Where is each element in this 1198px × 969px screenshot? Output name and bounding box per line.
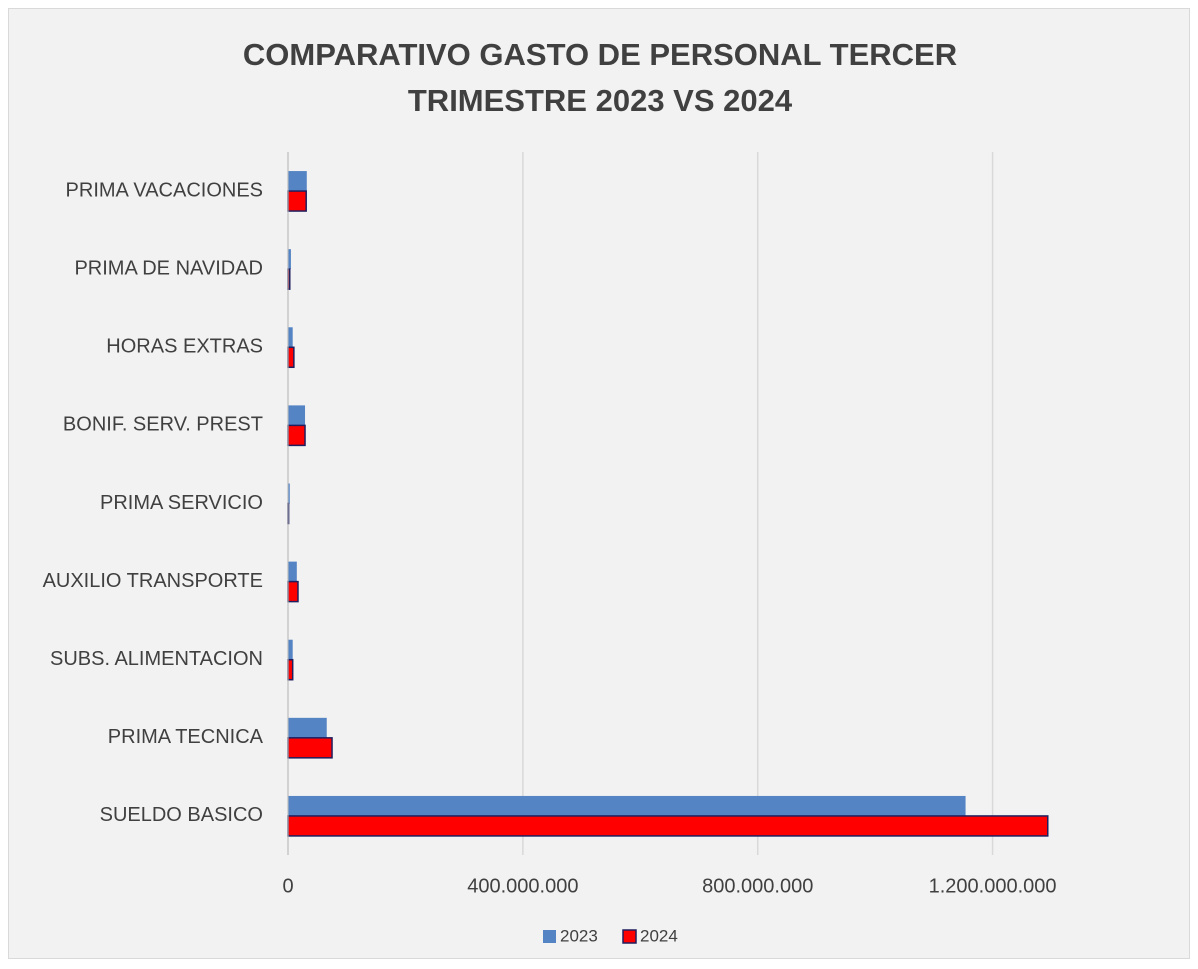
bar <box>288 405 306 426</box>
bar <box>288 171 307 192</box>
legend-swatch <box>543 930 556 943</box>
legend-label: 2023 <box>560 926 598 945</box>
y-tick-label: AUXILIO TRANSPORTE <box>43 570 263 592</box>
y-tick-label: PRIMA SERVICIO <box>100 492 263 514</box>
y-tick-label: BONIF. SERV. PREST <box>63 414 263 436</box>
bar <box>287 737 333 759</box>
bar <box>287 424 306 447</box>
bar <box>288 327 293 348</box>
legend-label: 2024 <box>640 926 678 945</box>
bar <box>288 483 290 504</box>
bar <box>288 561 297 582</box>
bar <box>288 639 293 660</box>
y-tick-label: PRIMA VACACIONES <box>66 179 263 201</box>
x-tick-label: 800.000.000 <box>702 875 813 897</box>
y-tick-label: SUBS. ALIMENTACION <box>50 648 263 670</box>
y-tick-label: SUELDO BASICO <box>100 804 263 826</box>
bar <box>287 815 1049 837</box>
legend-swatch <box>622 929 637 944</box>
x-tick-label: 400.000.000 <box>467 875 578 897</box>
y-tick-label: PRIMA DE NAVIDAD <box>74 257 263 279</box>
x-tick-label: 0 <box>282 875 293 897</box>
bar <box>288 249 291 270</box>
bar <box>288 795 966 816</box>
bar <box>287 580 299 603</box>
chart-title: COMPARATIVO GASTO DE PERSONAL TERCER TRI… <box>242 37 958 118</box>
bar <box>288 717 327 738</box>
y-tick-label: PRIMA TECNICA <box>108 726 264 748</box>
x-tick-label: 1.200.000.000 <box>929 875 1057 897</box>
bar <box>287 658 294 681</box>
y-tick-label: HORAS EXTRAS <box>106 336 263 358</box>
bar <box>287 190 307 212</box>
bar <box>287 346 295 369</box>
